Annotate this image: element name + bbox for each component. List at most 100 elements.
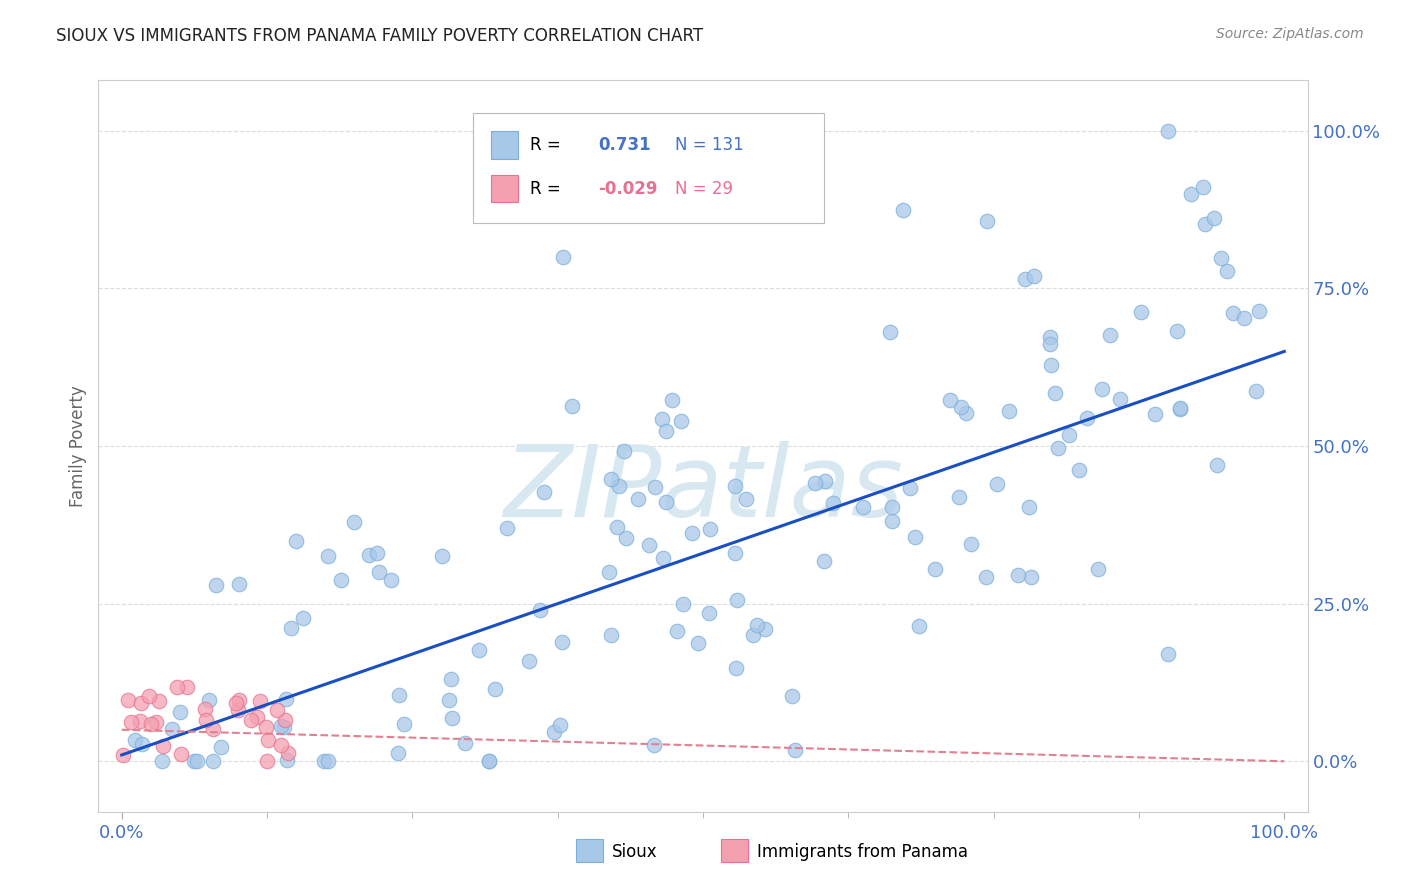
Point <box>880 500 903 515</box>
Point <box>1076 411 1098 425</box>
Point <box>898 481 921 495</box>
Point <box>1180 186 1202 201</box>
Point <box>1039 359 1062 373</box>
Point <box>1039 330 1062 344</box>
Point <box>176 680 198 694</box>
Point <box>955 407 977 421</box>
Point <box>613 443 636 458</box>
Point <box>782 690 804 704</box>
Point <box>529 602 551 616</box>
Point <box>669 414 692 428</box>
Text: Immigrants from Panama: Immigrants from Panama <box>758 843 969 861</box>
Point <box>166 681 188 695</box>
Point <box>183 754 205 768</box>
Point <box>1216 264 1239 278</box>
Text: ZIPatlas: ZIPatlas <box>503 442 903 539</box>
Point <box>202 754 225 768</box>
Point <box>1157 647 1180 661</box>
Point <box>145 715 167 730</box>
Point <box>124 733 146 747</box>
Point <box>1233 311 1256 326</box>
Point <box>813 474 835 488</box>
Point <box>1047 441 1070 455</box>
Point <box>1247 304 1270 318</box>
Point <box>908 618 931 632</box>
Point <box>1194 218 1216 232</box>
Point <box>652 551 675 566</box>
Point <box>226 703 249 717</box>
Point <box>517 654 540 668</box>
Point <box>1206 458 1229 473</box>
Point <box>655 494 678 508</box>
Point <box>266 703 288 717</box>
Point <box>1019 570 1042 584</box>
Point <box>150 754 173 768</box>
Point <box>697 606 720 620</box>
Point <box>1192 180 1215 194</box>
Point <box>783 743 806 757</box>
Point <box>392 717 415 731</box>
Bar <box>721 839 748 863</box>
Point <box>655 425 678 439</box>
Bar <box>576 839 603 863</box>
Point <box>484 682 506 697</box>
Point <box>976 214 998 228</box>
Point <box>280 621 302 635</box>
Point <box>742 628 765 642</box>
Text: SIOUX VS IMMIGRANTS FROM PANAMA FAMILY POVERTY CORRELATION CHART: SIOUX VS IMMIGRANTS FROM PANAMA FAMILY P… <box>56 27 703 45</box>
Point <box>1222 306 1244 320</box>
Point <box>699 522 721 536</box>
Point <box>257 732 280 747</box>
Point <box>804 475 827 490</box>
Point <box>1244 384 1267 398</box>
Point <box>1098 328 1121 343</box>
Point <box>128 714 150 729</box>
Point <box>209 740 232 755</box>
Point <box>432 549 454 564</box>
Point <box>599 472 621 486</box>
Point <box>312 754 335 768</box>
Text: 0.731: 0.731 <box>598 136 651 153</box>
Point <box>754 622 776 636</box>
Point <box>879 325 901 339</box>
Point <box>117 692 139 706</box>
Point <box>644 480 666 494</box>
Point <box>735 491 758 506</box>
Point <box>725 593 748 607</box>
Point <box>387 747 409 761</box>
Point <box>440 711 463 725</box>
Point <box>1087 561 1109 575</box>
Point <box>533 484 555 499</box>
Point <box>1039 336 1062 351</box>
Point <box>852 500 875 514</box>
Point <box>120 715 142 730</box>
Point <box>138 689 160 703</box>
Point <box>627 492 650 507</box>
Point <box>285 533 308 548</box>
Point <box>256 754 278 768</box>
Point <box>139 716 162 731</box>
Point <box>440 672 463 686</box>
Point <box>330 573 353 587</box>
Point <box>152 739 174 754</box>
Point <box>1168 401 1191 415</box>
Point <box>274 692 297 706</box>
Point <box>225 696 247 710</box>
Point <box>997 404 1019 418</box>
Point <box>273 720 295 734</box>
Text: N = 131: N = 131 <box>675 136 744 153</box>
Point <box>249 693 271 707</box>
Point <box>723 545 745 559</box>
Point <box>609 479 631 493</box>
Point <box>270 719 292 733</box>
Text: R =: R = <box>530 179 561 197</box>
Point <box>1143 407 1166 421</box>
Point <box>366 546 388 560</box>
Point <box>148 694 170 708</box>
FancyBboxPatch shape <box>474 113 824 223</box>
Point <box>276 753 298 767</box>
Point <box>548 718 571 732</box>
Point <box>904 530 927 544</box>
Y-axis label: Family Poverty: Family Poverty <box>69 385 87 507</box>
Point <box>1067 463 1090 477</box>
